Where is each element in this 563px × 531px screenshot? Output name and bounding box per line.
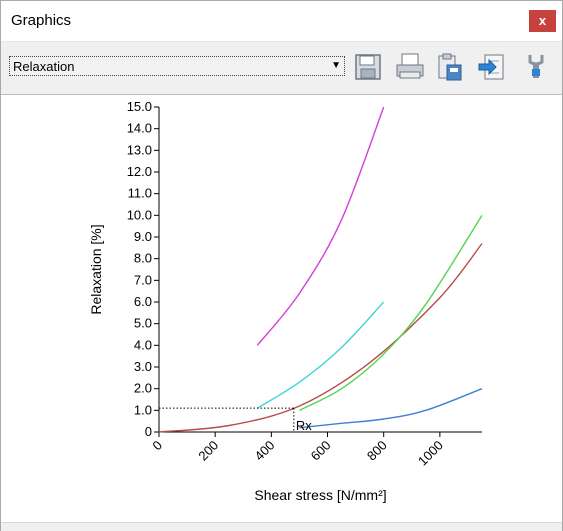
x-tick-label: 800 [364,438,390,464]
print-icon [396,53,424,79]
y-tick-label: 7.0 [134,272,152,287]
graph-type-select[interactable]: Relaxation ▼ [9,56,345,76]
y-tick-label: 15.0 [127,99,152,114]
series-line-2 [256,301,385,409]
series-line-1 [256,106,385,346]
clipboard-button[interactable] [435,52,465,82]
settings-icon [528,55,544,78]
x-tick-label: 400 [252,438,278,464]
y-tick-label: 11.0 [128,186,152,201]
y-axis-label: Relaxation [%] [88,224,104,314]
status-bar [1,522,562,531]
y-tick-label: 3.0 [134,359,152,374]
settings-button[interactable] [521,52,551,82]
y-tick-label: 1.0 [134,402,152,417]
save-button[interactable] [353,52,383,82]
save-icon [355,54,381,80]
y-tick-label: 4.0 [134,337,152,352]
export-icon [478,54,504,80]
x-tick-label: 200 [195,438,221,464]
graph-type-value: Relaxation [13,59,75,74]
y-tick-label: 9.0 [134,229,152,244]
export-button[interactable] [477,52,507,82]
close-button[interactable]: x [529,10,556,32]
y-tick-label: 6.0 [134,294,152,309]
y-tick-label: 10.0 [127,207,152,222]
series-line-4 [299,214,483,411]
print-button[interactable] [395,52,425,82]
y-tick-label: 14.0 [127,121,152,136]
y-tick-label: 13.0 [127,142,152,157]
toolbar: Relaxation ▼ [1,42,562,95]
y-tick-label: 0 [145,424,152,439]
series-line-5 [299,388,483,429]
title-bar: Graphics x [1,1,562,42]
clipboard-icon [438,53,462,81]
y-tick-label: 12.0 [127,164,152,179]
y-tick-label: 5.0 [134,316,152,331]
x-tick-label: 600 [308,438,334,464]
chart-area: 0 1.0 2.0 3.0 4.0 5.0 6.0 7.0 8.0 9.0 10.0 11.0 12.0… [9,95,556,521]
series-line-3 [158,243,483,433]
x-tick-label: 0 [149,438,165,454]
x-axis-label: Shear stress [N/mm²] [254,487,386,503]
relaxation-chart: 0 1.0 2.0 3.0 4.0 5.0 6.0 7.0 8.0 9.0 10.0 11.0 12.0… [88,99,483,503]
chevron-down-icon[interactable]: ▼ [331,60,341,71]
window-title: Graphics [11,12,72,29]
y-tick-label: 2.0 [134,381,152,396]
rx-annotation-label: Rx [296,418,312,433]
y-tick-label: 8.0 [134,251,152,266]
x-tick-label: 1000 [415,438,446,469]
